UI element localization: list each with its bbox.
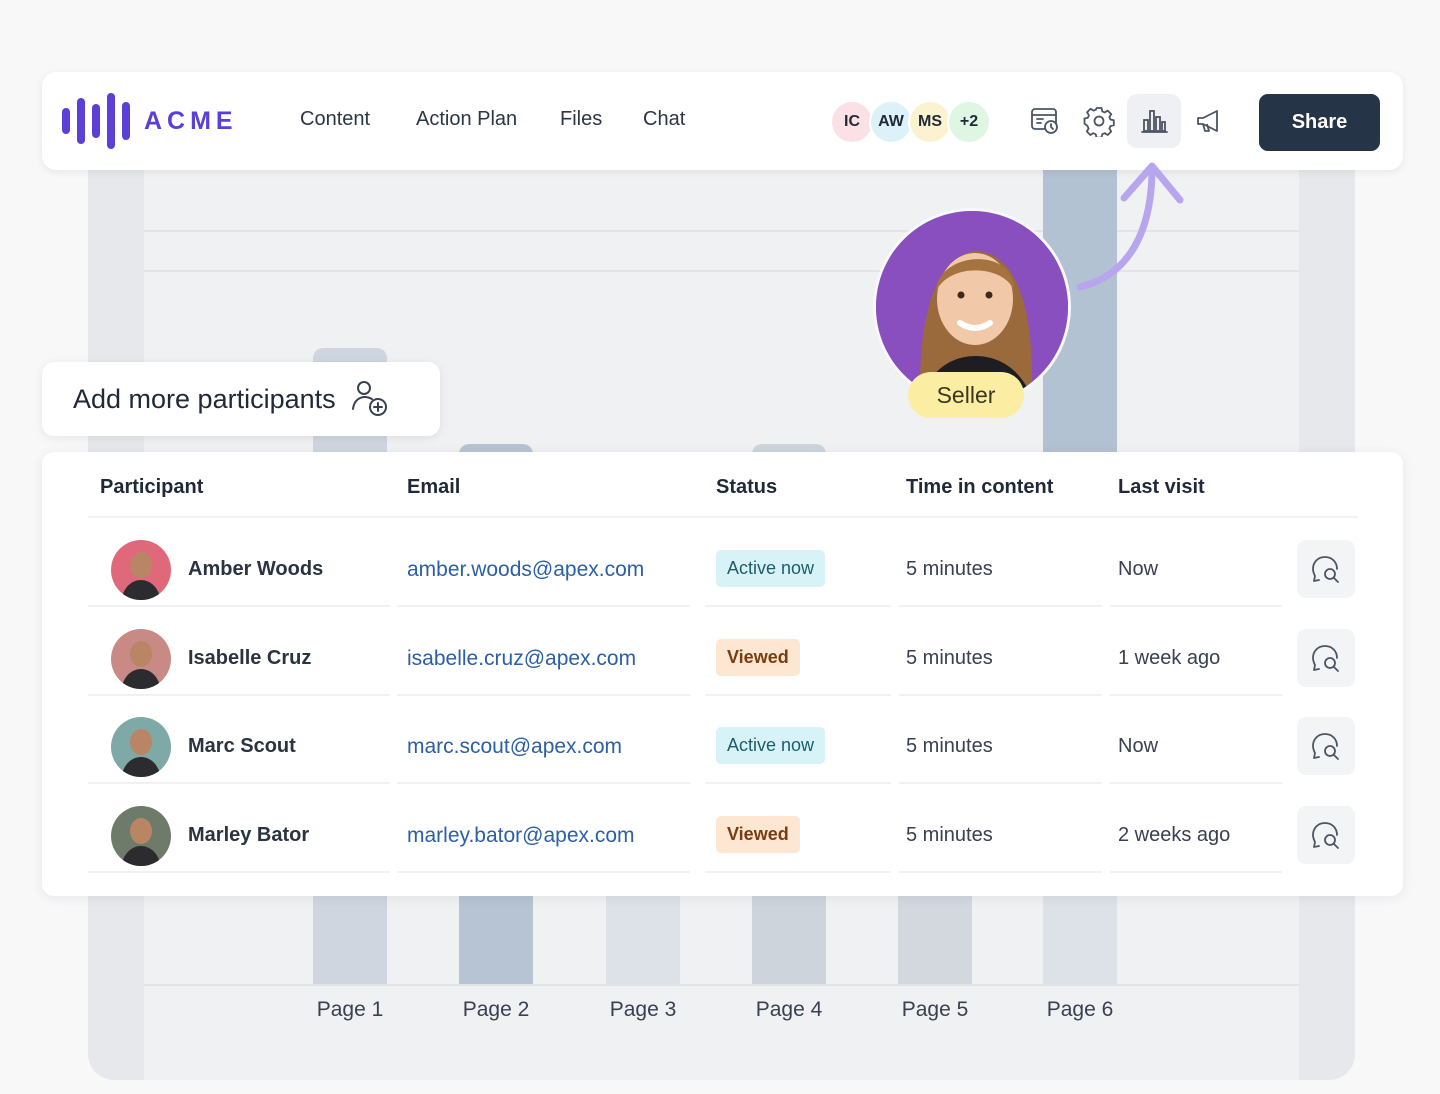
row-divider <box>397 782 690 784</box>
row-divider <box>397 870 690 873</box>
callout-arrow-icon <box>1076 162 1184 291</box>
participant-name: Isabelle Cruz <box>188 646 312 669</box>
last-visit: Now <box>1118 558 1159 580</box>
last-visit: 1 week ago <box>1118 646 1221 669</box>
add-participants-label: Add more participants <box>73 383 336 414</box>
last-visit: 2 weeks ago <box>1118 823 1231 846</box>
table-row[interactable]: Marley Bator marley.bator@apex.com Viewed 5… <box>42 785 1403 873</box>
status-badge: Viewed <box>716 815 800 853</box>
participant-email-link[interactable]: amber.woods@apex.com <box>407 558 645 581</box>
nav-link-files[interactable]: Files <box>560 108 603 130</box>
chat-search-icon <box>1312 556 1339 583</box>
add-participants-button[interactable]: Add more participants <box>42 362 440 436</box>
chart-x-tick-label: Page 6 <box>1046 998 1114 1021</box>
participant-photo <box>111 540 171 600</box>
chat-search-button[interactable] <box>1297 540 1355 598</box>
participant-email-link[interactable]: marley.bator@apex.com <box>407 823 635 847</box>
row-divider <box>899 782 1102 784</box>
row-divider <box>397 693 690 696</box>
status-badge: Active now <box>716 550 826 587</box>
row-divider <box>705 870 891 873</box>
chart-x-tick-label: Page 2 <box>462 998 530 1021</box>
row-divider <box>705 693 891 696</box>
participant-photo <box>111 805 171 866</box>
nav-link-action-plan[interactable]: Action Plan <box>416 108 518 130</box>
schedule-icon <box>1031 108 1058 134</box>
column-header-email[interactable]: Email <box>407 476 461 498</box>
more-participants-avatar[interactable]: +2 <box>947 100 991 144</box>
seller-avatar <box>873 208 1071 406</box>
chat-search-button[interactable] <box>1297 717 1355 775</box>
participant-email-link[interactable]: marc.scout@apex.com <box>407 735 623 758</box>
column-header-participant[interactable]: Participant <box>100 476 204 498</box>
chat-search-icon <box>1312 733 1339 760</box>
row-divider <box>88 782 390 784</box>
megaphone-icon <box>1197 110 1218 132</box>
participant-email-link[interactable]: isabelle.cruz@apex.com <box>407 646 637 670</box>
participants-table: Participant Email Status Time in content… <box>42 452 1403 896</box>
settings-button[interactable] <box>1072 94 1126 148</box>
time-in-content: 5 minutes <box>906 823 993 846</box>
participant-avatar[interactable]: IC <box>830 100 874 144</box>
analytics-button[interactable] <box>1127 94 1181 148</box>
row-divider <box>705 782 891 784</box>
table-row[interactable]: Marc Scout marc.scout@apex.com Active now 5… <box>42 696 1403 784</box>
chart-baseline <box>144 984 1299 986</box>
table-row[interactable]: Amber Woods amber.woods@apex.com Active no… <box>42 519 1403 607</box>
time-in-content: 5 minutes <box>906 646 993 669</box>
acme-logo[interactable]: ACME <box>62 92 238 150</box>
participant-photo <box>111 628 171 689</box>
bar-chart-icon <box>1141 110 1168 133</box>
chart-x-tick-label: Page 5 <box>901 998 969 1021</box>
participant-avatar[interactable]: MS <box>908 100 952 144</box>
column-header-time[interactable]: Time in content <box>906 476 1054 498</box>
gear-icon <box>1083 107 1115 137</box>
top-navbar: ACME Content Action Plan Files Chat IC A… <box>42 72 1403 170</box>
gridline <box>144 230 1299 232</box>
time-in-content: 5 minutes <box>906 558 993 580</box>
chart-x-tick-label: Page 3 <box>609 998 677 1021</box>
row-divider <box>705 605 891 607</box>
row-divider <box>1110 870 1282 873</box>
chart-x-tick-label: Page 1 <box>316 998 384 1021</box>
row-divider <box>88 605 390 607</box>
participant-avatar[interactable]: AW <box>869 100 913 144</box>
logo-mark-icon <box>62 93 130 149</box>
table-row[interactable]: Isabelle Cruz isabelle.cruz@apex.com Viewe… <box>42 608 1403 696</box>
row-divider <box>1110 693 1282 696</box>
row-divider <box>1110 605 1282 607</box>
row-divider <box>899 870 1102 873</box>
seller-badge: Seller <box>908 372 1024 418</box>
header-divider <box>88 516 1358 518</box>
logo-wordmark: ACME <box>144 106 238 135</box>
column-header-last-visit[interactable]: Last visit <box>1118 476 1205 498</box>
row-divider <box>88 693 390 696</box>
last-visit: Now <box>1118 735 1159 757</box>
chat-search-button[interactable] <box>1297 805 1355 864</box>
column-header-status[interactable]: Status <box>716 476 778 498</box>
row-divider <box>397 605 690 607</box>
chat-search-button[interactable] <box>1297 628 1355 687</box>
time-in-content: 5 minutes <box>906 735 993 757</box>
participant-photo <box>111 717 171 777</box>
chat-search-icon <box>1312 644 1339 672</box>
row-divider <box>899 693 1102 696</box>
participant-name: Marc Scout <box>188 735 296 757</box>
add-user-icon <box>350 379 390 419</box>
status-badge: Active now <box>716 727 826 764</box>
nav-link-chat[interactable]: Chat <box>643 108 686 130</box>
share-button[interactable]: Share <box>1259 94 1380 151</box>
chat-search-icon <box>1312 821 1339 849</box>
announce-button[interactable] <box>1182 94 1236 148</box>
chart-x-tick-label: Page 4 <box>755 998 823 1021</box>
schedule-button[interactable] <box>1018 94 1072 148</box>
participant-name: Marley Bator <box>188 823 310 846</box>
row-divider <box>1110 782 1282 784</box>
participant-name: Amber Woods <box>188 558 324 580</box>
row-divider <box>899 605 1102 607</box>
nav-link-content[interactable]: Content <box>300 108 371 130</box>
status-badge: Viewed <box>716 638 800 676</box>
row-divider <box>88 870 390 873</box>
gridline <box>144 270 1299 272</box>
